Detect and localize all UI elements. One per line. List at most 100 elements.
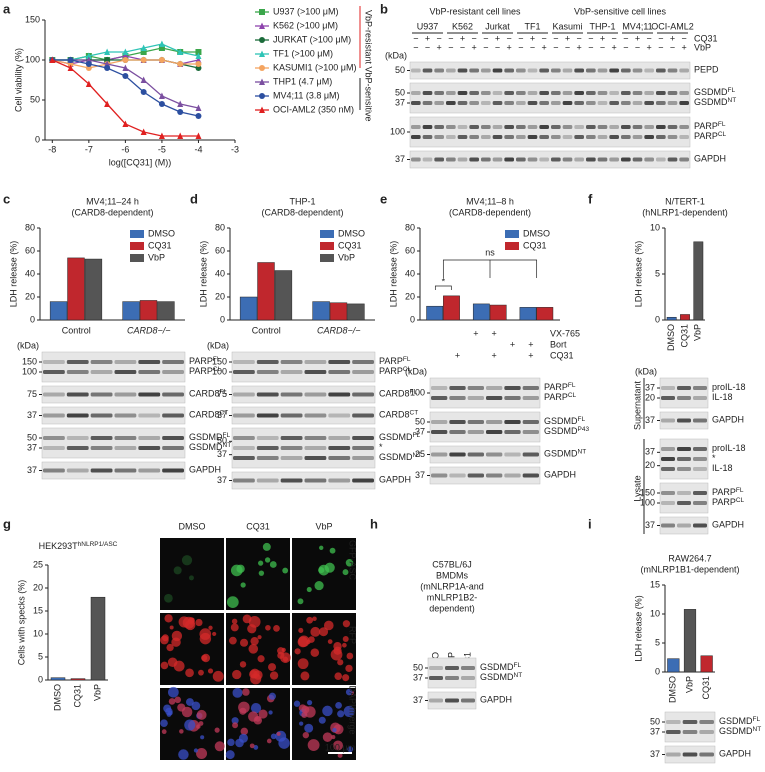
label-text: CARD8 [189, 410, 220, 420]
bar [50, 677, 66, 681]
blot-band [434, 68, 444, 73]
column-label: DMSO [179, 521, 206, 531]
x-tick-label: VbP [684, 676, 694, 693]
cell [342, 620, 351, 628]
blot-band [677, 457, 691, 461]
y-tick-label: 0 [410, 314, 415, 324]
label-text: GAPDH [719, 749, 751, 759]
data-point [85, 80, 92, 87]
label-sup: NT [223, 442, 232, 449]
chart-title: THP-1 [289, 196, 315, 206]
x-tick-label: VbP [693, 324, 703, 341]
blot-strip [41, 427, 186, 459]
blot-band [233, 478, 255, 483]
blot-band [446, 125, 456, 129]
y-tick-label: 0 [655, 666, 660, 676]
bar [426, 305, 444, 321]
cell [306, 700, 313, 706]
blot-band [411, 91, 421, 95]
blot-band [256, 360, 279, 364]
bar [84, 258, 103, 321]
label-sup: NT [413, 452, 422, 459]
y-tick-label: 20 [405, 291, 415, 301]
label-text: GAPDH [189, 465, 221, 475]
legend-label: OCI-AML2 (350 nM) [273, 104, 354, 114]
x-tick-label: VbP [92, 684, 102, 701]
y-tick-label: 40 [405, 268, 415, 278]
label-text: GSDMD [544, 416, 578, 426]
cell [337, 710, 345, 718]
cell [306, 587, 312, 593]
label-sup: FL [578, 416, 586, 423]
blot-strip [41, 351, 186, 383]
blot-label: CARD8FL [189, 388, 227, 399]
label-text: GAPDH [694, 154, 726, 164]
data-point [49, 56, 56, 63]
label-sup: CT [220, 409, 229, 416]
cell [262, 542, 271, 551]
kda-marker: 50 [395, 65, 405, 75]
data-point [104, 48, 111, 55]
data-point [122, 48, 129, 55]
blot-band [280, 446, 303, 450]
blot-band [492, 157, 503, 162]
cell [200, 735, 205, 740]
x-tick-label: -6 [121, 144, 129, 154]
blot-band [446, 157, 456, 162]
blot-band [434, 157, 444, 162]
blot-label: GSDMDFL [694, 87, 735, 98]
cell [195, 618, 203, 627]
blot-band [562, 101, 573, 105]
data-point [122, 120, 129, 127]
data-point [104, 65, 111, 71]
blot-band [467, 473, 484, 478]
blot-title: BMDMs [436, 570, 468, 580]
blot-band [632, 135, 643, 139]
blot-band [411, 135, 421, 139]
cell [239, 661, 247, 668]
blot-band [527, 68, 538, 73]
kda-marker: 100 [390, 126, 405, 136]
blot-band [304, 436, 327, 440]
blot-band [467, 430, 484, 434]
panel-letter: e [380, 191, 387, 206]
blot-band [504, 101, 514, 105]
blot-band [609, 157, 619, 162]
blot-band [656, 125, 666, 129]
cell [231, 618, 238, 625]
blot-band [469, 125, 479, 129]
blot-band [411, 157, 421, 162]
blot-band [449, 420, 466, 424]
bar [90, 596, 106, 681]
blot-band [280, 436, 303, 440]
treatment-sign: + [670, 33, 675, 43]
cell [178, 749, 189, 760]
label-text: PARP [694, 131, 718, 141]
cell [174, 696, 182, 704]
blot-label: GSDMDNT [189, 442, 231, 453]
label-sup: FL [736, 487, 744, 494]
kda-marker: 20 [645, 460, 655, 470]
label-text: PARP [189, 356, 213, 366]
kda-marker: 37 [645, 415, 655, 425]
blot-band [586, 135, 596, 139]
blot-label: CARD8CT [379, 409, 418, 420]
label-text: GAPDH [712, 415, 744, 425]
blot-band [492, 125, 503, 129]
data-point [140, 49, 147, 55]
data-point [177, 48, 184, 55]
cell-line: THP-1 [589, 21, 615, 31]
blot-band [609, 91, 619, 95]
cell [184, 719, 196, 731]
blot-band [621, 157, 631, 162]
label-text: GAPDH [379, 475, 411, 485]
data-point [122, 64, 129, 71]
blot-band [304, 456, 327, 460]
blot-band [677, 491, 691, 495]
x-tick-label: DMSO [668, 676, 678, 703]
blot-label: CARD8FL [379, 388, 417, 399]
blot-band [114, 413, 137, 418]
treatment-name: CQ31 [550, 350, 574, 360]
blot-band [516, 91, 526, 95]
